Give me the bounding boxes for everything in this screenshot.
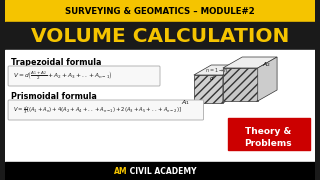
Bar <box>228 118 310 150</box>
Text: Theory &: Theory & <box>245 127 292 136</box>
Bar <box>5 0 315 22</box>
Bar <box>5 50 315 162</box>
Bar <box>5 162 315 180</box>
Text: $V=\frac{d}{3}[(A_1+A_n)+4(A_2+A_4+..+A_{n-1})+2(A_3+A_5+..+A_{n-2})]$: $V=\frac{d}{3}[(A_1+A_n)+4(A_2+A_4+..+A_… <box>13 104 182 116</box>
Text: SURVEYING & GEOMATICS – MODULE#2: SURVEYING & GEOMATICS – MODULE#2 <box>65 6 255 15</box>
Polygon shape <box>194 75 223 103</box>
FancyBboxPatch shape <box>8 66 160 86</box>
Polygon shape <box>223 65 240 103</box>
Text: AM: AM <box>114 166 127 176</box>
Text: Prismoidal formula: Prismoidal formula <box>11 91 97 100</box>
Text: $A_1$: $A_1$ <box>181 99 190 107</box>
Polygon shape <box>194 65 240 75</box>
Polygon shape <box>258 57 277 101</box>
Text: $V = d\left(\frac{A_1+A_2}{2}+A_2+A_3+..+A_{n-1}\right)$: $V = d\left(\frac{A_1+A_2}{2}+A_2+A_3+..… <box>13 70 113 82</box>
Text: $A_2$: $A_2$ <box>262 60 271 69</box>
Bar <box>5 22 315 50</box>
Polygon shape <box>223 57 277 68</box>
Text: VOLUME CALCULATION: VOLUME CALCULATION <box>31 26 289 46</box>
Text: CIVIL ACADEMY: CIVIL ACADEMY <box>127 166 196 176</box>
Text: $n{=}1 \rightarrow n$: $n{=}1 \rightarrow n$ <box>205 66 228 74</box>
Text: Problems: Problems <box>244 138 292 147</box>
Text: Trapezoidal formula: Trapezoidal formula <box>11 57 101 66</box>
Text: $d$: $d$ <box>209 74 214 82</box>
FancyBboxPatch shape <box>8 100 204 120</box>
Polygon shape <box>223 68 258 101</box>
